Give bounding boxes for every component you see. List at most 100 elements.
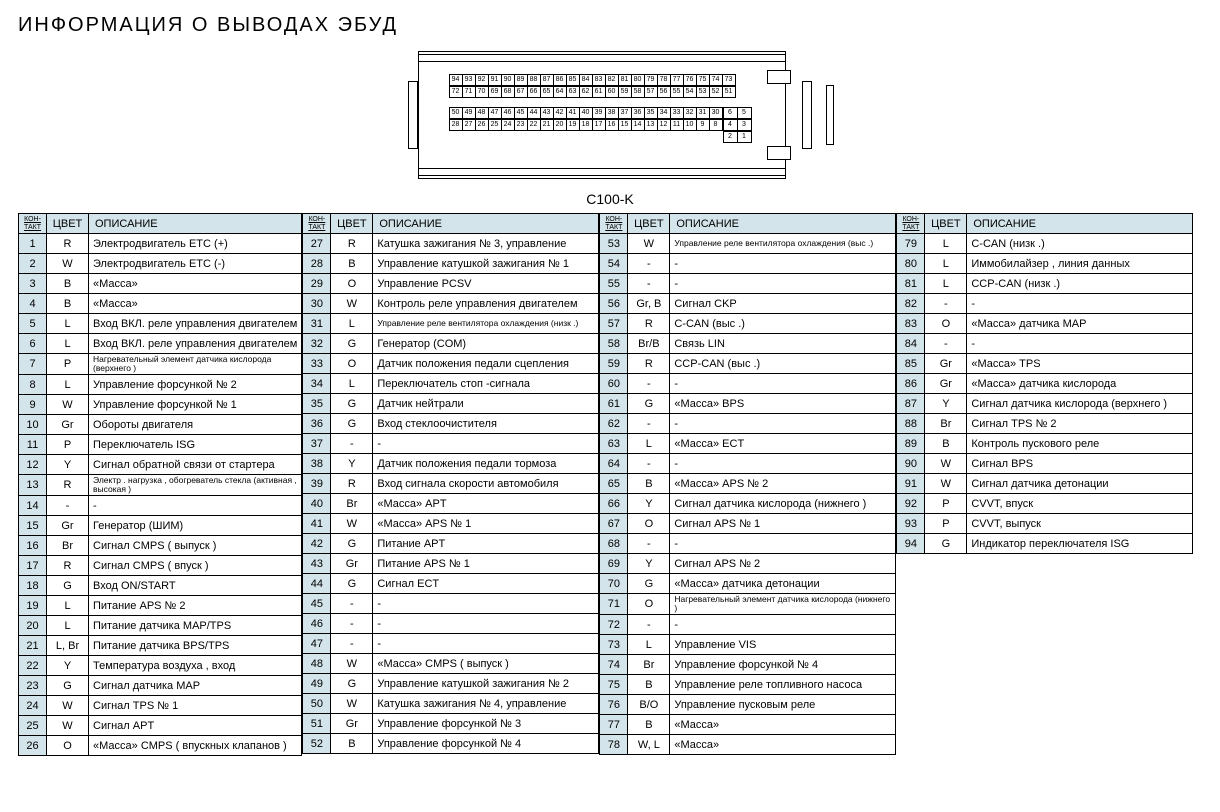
- wire-color: R: [47, 234, 89, 254]
- table-row: 27RКатушка зажигания № 3, управление: [303, 234, 599, 254]
- pin-number: 82: [897, 294, 925, 314]
- wire-color: -: [331, 634, 373, 654]
- wire-color: L: [925, 254, 967, 274]
- pin-description: Управление реле топливного насоса: [670, 675, 896, 695]
- pin-number: 52: [303, 734, 331, 754]
- pin-description: Нагревательный элемент датчика кислорода…: [670, 594, 896, 615]
- table-row: 43GrПитание APS № 1: [303, 554, 599, 574]
- pin-description: Нагревательный элемент датчика кислорода…: [89, 354, 302, 375]
- pin-description: Сигнал TPS № 1: [89, 696, 302, 716]
- table-row: 63L«Масса» ECT: [600, 434, 896, 454]
- pin-description: Управление пусковым реле: [670, 695, 896, 715]
- pin-description: Управление VIS: [670, 635, 896, 655]
- table-row: 8LУправление форсункой № 2: [19, 375, 302, 395]
- pin-number: 48: [303, 654, 331, 674]
- wire-color: P: [47, 354, 89, 375]
- pin-number: 86: [897, 374, 925, 394]
- pin-description: «Масса» APS № 1: [373, 514, 599, 534]
- table-row: 74BrУправление форсункой № 4: [600, 655, 896, 675]
- pin-description: Контроль реле управления двигателем: [373, 294, 599, 314]
- table-row: 56Gr, BСигнал CKP: [600, 294, 896, 314]
- pin-number: 12: [19, 455, 47, 475]
- pin-number: 17: [19, 556, 47, 576]
- table-row: 33OДатчик положения педали сцепления: [303, 354, 599, 374]
- table-row: 91WСигнал датчика детонации: [897, 474, 1193, 494]
- wire-color: Br/B: [628, 334, 670, 354]
- pin-number: 43: [303, 554, 331, 574]
- pin-number: 50: [303, 694, 331, 714]
- wire-color: L: [331, 314, 373, 334]
- table-row: 93PCVVT, выпуск: [897, 514, 1193, 534]
- pin-number: 55: [600, 274, 628, 294]
- wire-color: Gr: [47, 415, 89, 435]
- wire-color: Gr, B: [628, 294, 670, 314]
- pin-number: 76: [600, 695, 628, 715]
- pin-number: 41: [303, 514, 331, 534]
- pin-number: 89: [897, 434, 925, 454]
- pin-description: -: [373, 434, 599, 454]
- pin-number: 61: [600, 394, 628, 414]
- pin-description: Управление PCSV: [373, 274, 599, 294]
- pin-description: -: [373, 594, 599, 614]
- connector-diagram: 9472937192709169906889678866876586648563…: [18, 45, 1202, 207]
- pin-description: Сигнал APT: [89, 716, 302, 736]
- wire-color: L: [47, 596, 89, 616]
- pin-number: 31: [303, 314, 331, 334]
- table-row: 12YСигнал обратной связи от стартера: [19, 455, 302, 475]
- pin-number: 56: [600, 294, 628, 314]
- wire-color: R: [47, 475, 89, 496]
- wire-color: Y: [47, 656, 89, 676]
- pin-number: 46: [303, 614, 331, 634]
- pin-number: 94: [897, 534, 925, 554]
- pin-number: 54: [600, 254, 628, 274]
- table-row: 42GПитание APT: [303, 534, 599, 554]
- pin-description: Питание APS № 1: [373, 554, 599, 574]
- pin-description: «Масса» датчика кислорода: [967, 374, 1193, 394]
- wire-color: O: [331, 274, 373, 294]
- pin-description: Сигнал TPS № 2: [967, 414, 1193, 434]
- wire-color: R: [628, 354, 670, 374]
- pin-number: 65: [600, 474, 628, 494]
- pin-description: «Масса» TPS: [967, 354, 1193, 374]
- table-row: 94GИндикатор переключателя ISG: [897, 534, 1193, 554]
- pin-description: Связь LIN: [670, 334, 896, 354]
- pin-number: 39: [303, 474, 331, 494]
- table-row: 9WУправление форсункой № 1: [19, 395, 302, 415]
- pin-description: -: [670, 615, 896, 635]
- pin-number: 83: [897, 314, 925, 334]
- pin-description: «Масса»: [670, 715, 896, 735]
- pin-number: 75: [600, 675, 628, 695]
- pin-number: 40: [303, 494, 331, 514]
- table-row: 11PПереключатель ISG: [19, 435, 302, 455]
- table-row: 79LC-CAN (низк .): [897, 234, 1193, 254]
- pin-number: 24: [19, 696, 47, 716]
- pin-description: Иммобилайзер , линия данных: [967, 254, 1193, 274]
- pin-description: C-CAN (низк .): [967, 234, 1193, 254]
- table-row: 47--: [303, 634, 599, 654]
- pin-number: 47: [303, 634, 331, 654]
- table-row: 18GВход ON/START: [19, 576, 302, 596]
- table-row: 73LУправление VIS: [600, 635, 896, 655]
- pin-number: 51: [303, 714, 331, 734]
- table-row: 86Gr«Масса» датчика кислорода: [897, 374, 1193, 394]
- wire-color: G: [47, 576, 89, 596]
- pin-description: Сигнал датчика кислорода (нижнего ): [670, 494, 896, 514]
- table-row: 15GrГенератор (ШИМ): [19, 516, 302, 536]
- wire-color: Y: [925, 394, 967, 414]
- table-row: 59RCCP-CAN (выс .): [600, 354, 896, 374]
- wire-color: W: [331, 654, 373, 674]
- wire-color: B: [331, 734, 373, 754]
- pin-description: Вход ВКЛ. реле управления двигателем: [89, 314, 302, 334]
- pin-number: 15: [19, 516, 47, 536]
- pin-number: 19: [19, 596, 47, 616]
- pin-description: -: [670, 374, 896, 394]
- pin-description: Генератор (COM): [373, 334, 599, 354]
- table-row: 64--: [600, 454, 896, 474]
- table-row: 5LВход ВКЛ. реле управления двигателем: [19, 314, 302, 334]
- table-row: 69YСигнал APS № 2: [600, 554, 896, 574]
- pin-description: Электродвигатель ETC (+): [89, 234, 302, 254]
- table-row: 16BrСигнал CMPS ( выпуск ): [19, 536, 302, 556]
- table-row: 48W«Масса» CMPS ( выпуск ): [303, 654, 599, 674]
- pin-description: Сигнал обратной связи от стартера: [89, 455, 302, 475]
- table-row: 67OСигнал APS № 1: [600, 514, 896, 534]
